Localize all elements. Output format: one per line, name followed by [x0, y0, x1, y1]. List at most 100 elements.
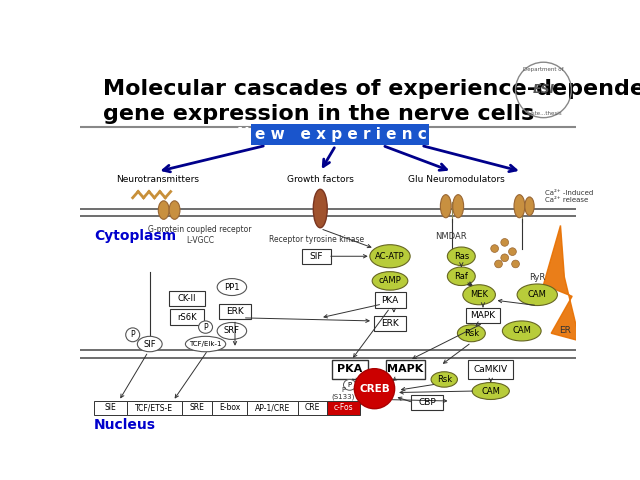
Ellipse shape	[447, 267, 476, 286]
Text: Ras: Ras	[454, 252, 469, 261]
Text: Raf: Raf	[454, 272, 468, 281]
Text: E-box: E-box	[219, 404, 240, 412]
Ellipse shape	[495, 260, 502, 268]
Text: P
(S133): P (S133)	[332, 386, 355, 400]
Ellipse shape	[138, 336, 162, 352]
Text: rS6K: rS6K	[177, 312, 196, 322]
Text: ERK: ERK	[226, 307, 244, 316]
Bar	[219, 304, 252, 319]
Bar	[332, 360, 367, 379]
Bar	[411, 395, 444, 410]
Bar	[386, 360, 425, 379]
Bar	[466, 308, 500, 323]
Ellipse shape	[370, 245, 410, 268]
Text: Rsk: Rsk	[464, 329, 479, 338]
Ellipse shape	[458, 325, 485, 342]
Text: MAPK: MAPK	[387, 364, 424, 374]
Ellipse shape	[217, 278, 246, 296]
Text: SRE: SRE	[189, 404, 204, 412]
Text: P: P	[204, 323, 208, 332]
Ellipse shape	[525, 197, 534, 216]
Text: AP-1/CRE: AP-1/CRE	[255, 404, 290, 412]
Bar	[468, 360, 513, 379]
Polygon shape	[543, 226, 580, 341]
Bar	[182, 401, 212, 415]
Ellipse shape	[463, 285, 495, 305]
Ellipse shape	[158, 201, 169, 219]
Ellipse shape	[372, 272, 408, 290]
Bar	[170, 310, 204, 325]
Text: N e w   e x p e r i e n c e: N e w e x p e r i e n c e	[237, 127, 442, 142]
Text: c-Fos: c-Fos	[333, 404, 353, 412]
Text: P: P	[348, 382, 352, 388]
Text: RyR: RyR	[529, 273, 545, 282]
Ellipse shape	[501, 254, 509, 262]
Text: ESI: ESI	[532, 84, 554, 96]
Ellipse shape	[514, 195, 525, 218]
Text: Nucleus: Nucleus	[94, 418, 156, 432]
Text: Rsk: Rsk	[436, 375, 452, 384]
Text: G-protein coupled receptor
L-VGCC: G-protein coupled receptor L-VGCC	[148, 226, 252, 245]
Ellipse shape	[431, 372, 458, 387]
Text: ERK: ERK	[381, 319, 399, 328]
Text: ER: ER	[559, 326, 571, 336]
Text: cAMP: cAMP	[379, 276, 401, 286]
Text: Ca²⁺ -Induced
Ca²⁺ release: Ca²⁺ -Induced Ca²⁺ release	[545, 190, 593, 203]
Ellipse shape	[186, 336, 226, 352]
Ellipse shape	[344, 380, 356, 390]
Text: Cytoplasm: Cytoplasm	[94, 228, 176, 242]
Text: Growth factors: Growth factors	[287, 175, 354, 184]
Text: Department of: Department of	[523, 67, 564, 72]
Ellipse shape	[509, 248, 516, 255]
Text: Receptor tyrosine kinase: Receptor tyrosine kinase	[269, 235, 364, 244]
Bar	[301, 249, 331, 264]
Text: CREB: CREB	[359, 384, 390, 394]
Ellipse shape	[198, 321, 212, 333]
Ellipse shape	[517, 284, 557, 306]
Text: CAM: CAM	[528, 290, 547, 299]
Text: SIF: SIF	[143, 339, 156, 348]
Text: SIE: SIE	[104, 404, 116, 412]
Ellipse shape	[217, 323, 246, 339]
Text: CAM: CAM	[512, 326, 531, 336]
Text: gene expression in the nerve cells: gene expression in the nerve cells	[103, 104, 534, 124]
Text: AC-ATP: AC-ATP	[375, 252, 405, 261]
Text: Neurotransmitters: Neurotransmitters	[116, 175, 199, 184]
Bar	[298, 401, 327, 415]
Bar	[127, 401, 182, 415]
Bar	[374, 292, 406, 308]
Ellipse shape	[313, 189, 327, 228]
Text: Molecular cascades of experience-dependent: Molecular cascades of experience-depende…	[103, 79, 640, 99]
Text: CAM: CAM	[481, 386, 500, 396]
Text: TCF/Elk-1: TCF/Elk-1	[189, 341, 222, 347]
Text: SIF: SIF	[310, 252, 323, 261]
Text: CaMKIV: CaMKIV	[474, 365, 508, 374]
Ellipse shape	[501, 239, 509, 246]
Bar	[94, 401, 127, 415]
Bar	[169, 291, 205, 306]
Text: P: P	[131, 330, 135, 339]
Text: PKA: PKA	[381, 296, 399, 305]
Text: CK-II: CK-II	[178, 294, 196, 303]
Bar	[248, 401, 298, 415]
Ellipse shape	[440, 195, 451, 218]
Text: PKA: PKA	[337, 364, 362, 374]
Text: CBP: CBP	[419, 398, 436, 407]
Bar	[212, 401, 248, 415]
Text: MAPK: MAPK	[470, 311, 495, 320]
Bar	[374, 315, 406, 331]
Ellipse shape	[491, 245, 499, 252]
Text: CRE: CRE	[305, 404, 320, 412]
Text: NMDAR: NMDAR	[435, 232, 467, 240]
Ellipse shape	[169, 201, 180, 219]
FancyBboxPatch shape	[250, 124, 429, 145]
Text: MEK: MEK	[470, 290, 488, 299]
Ellipse shape	[447, 247, 476, 265]
Ellipse shape	[511, 260, 520, 268]
Text: PP1: PP1	[224, 283, 239, 291]
Ellipse shape	[502, 321, 541, 341]
Ellipse shape	[452, 195, 463, 218]
Ellipse shape	[125, 328, 140, 342]
Text: Glu Neuromodulators: Glu Neuromodulators	[408, 175, 504, 184]
Bar	[327, 401, 360, 415]
